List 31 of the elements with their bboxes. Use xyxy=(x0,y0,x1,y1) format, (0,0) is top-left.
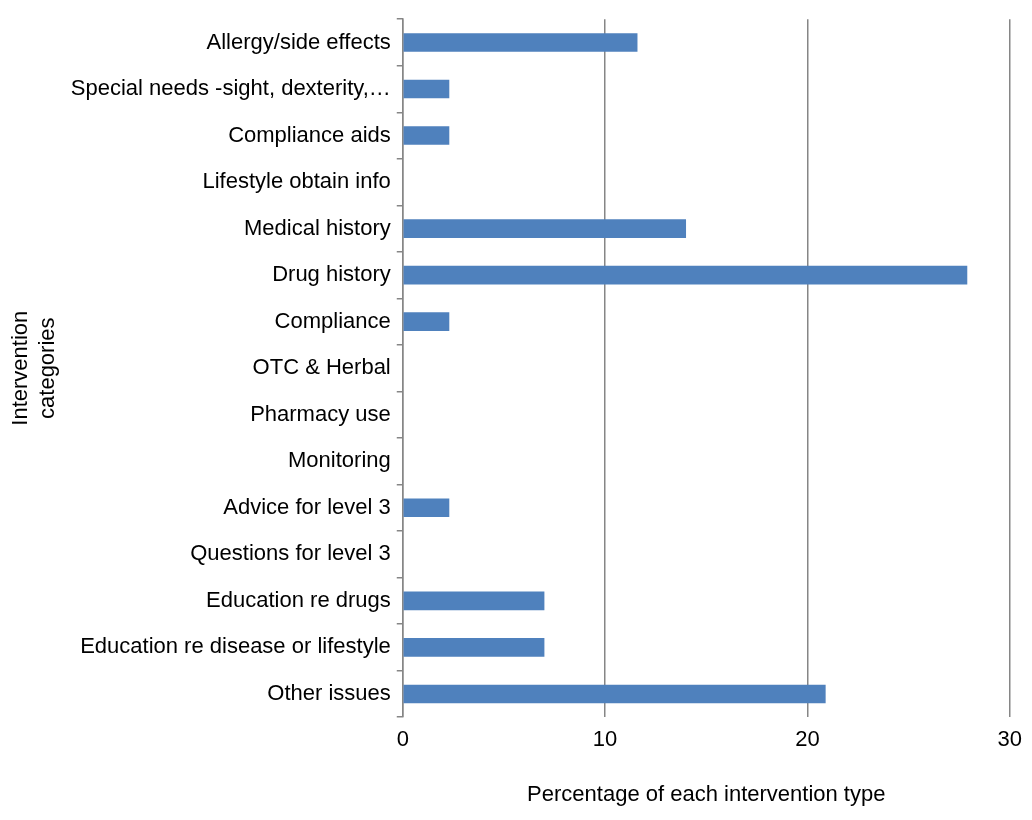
bar xyxy=(403,591,545,611)
bar xyxy=(403,33,638,52)
y-tick-label: Questions for level 3 xyxy=(190,540,391,566)
bar xyxy=(403,684,826,704)
y-tick-label: Monitoring xyxy=(288,447,391,473)
y-tick-label: Advice for level 3 xyxy=(223,493,391,519)
y-tick-label: Education re drugs xyxy=(206,586,391,612)
y-tick-label: Allergy/side effects xyxy=(206,28,391,54)
y-tick-label: Compliance xyxy=(274,307,391,333)
y-tick-label: Drug history xyxy=(272,261,391,287)
bar xyxy=(403,498,450,518)
bar xyxy=(403,126,450,145)
y-tick-label: Other issues xyxy=(267,680,391,705)
y-tick-label: Pharmacy use xyxy=(250,400,391,426)
bar xyxy=(403,265,968,285)
y-tick-label: Education re disease or lifestyle xyxy=(80,633,391,659)
y-tick-label: Lifestyle obtain info xyxy=(202,168,391,194)
y-axis-title: Intervention categories xyxy=(7,310,59,426)
y-tick-label: Medical history xyxy=(244,214,391,240)
x-axis-title: Percentage of each intervention type xyxy=(527,780,886,806)
bar xyxy=(403,79,450,99)
bar xyxy=(403,638,545,657)
y-tick-label: Compliance aids xyxy=(228,121,391,147)
x-tick-label: 20 xyxy=(795,726,820,752)
y-tick-label: Special needs -sight, dexterity,… xyxy=(70,75,391,101)
bar xyxy=(403,312,450,331)
bar xyxy=(403,219,687,238)
x-tick-label: 10 xyxy=(592,726,618,752)
x-tick-label: 30 xyxy=(997,726,1023,752)
y-tick-label: OTC & Herbal xyxy=(252,354,391,380)
x-tick-label: 0 xyxy=(396,726,409,752)
